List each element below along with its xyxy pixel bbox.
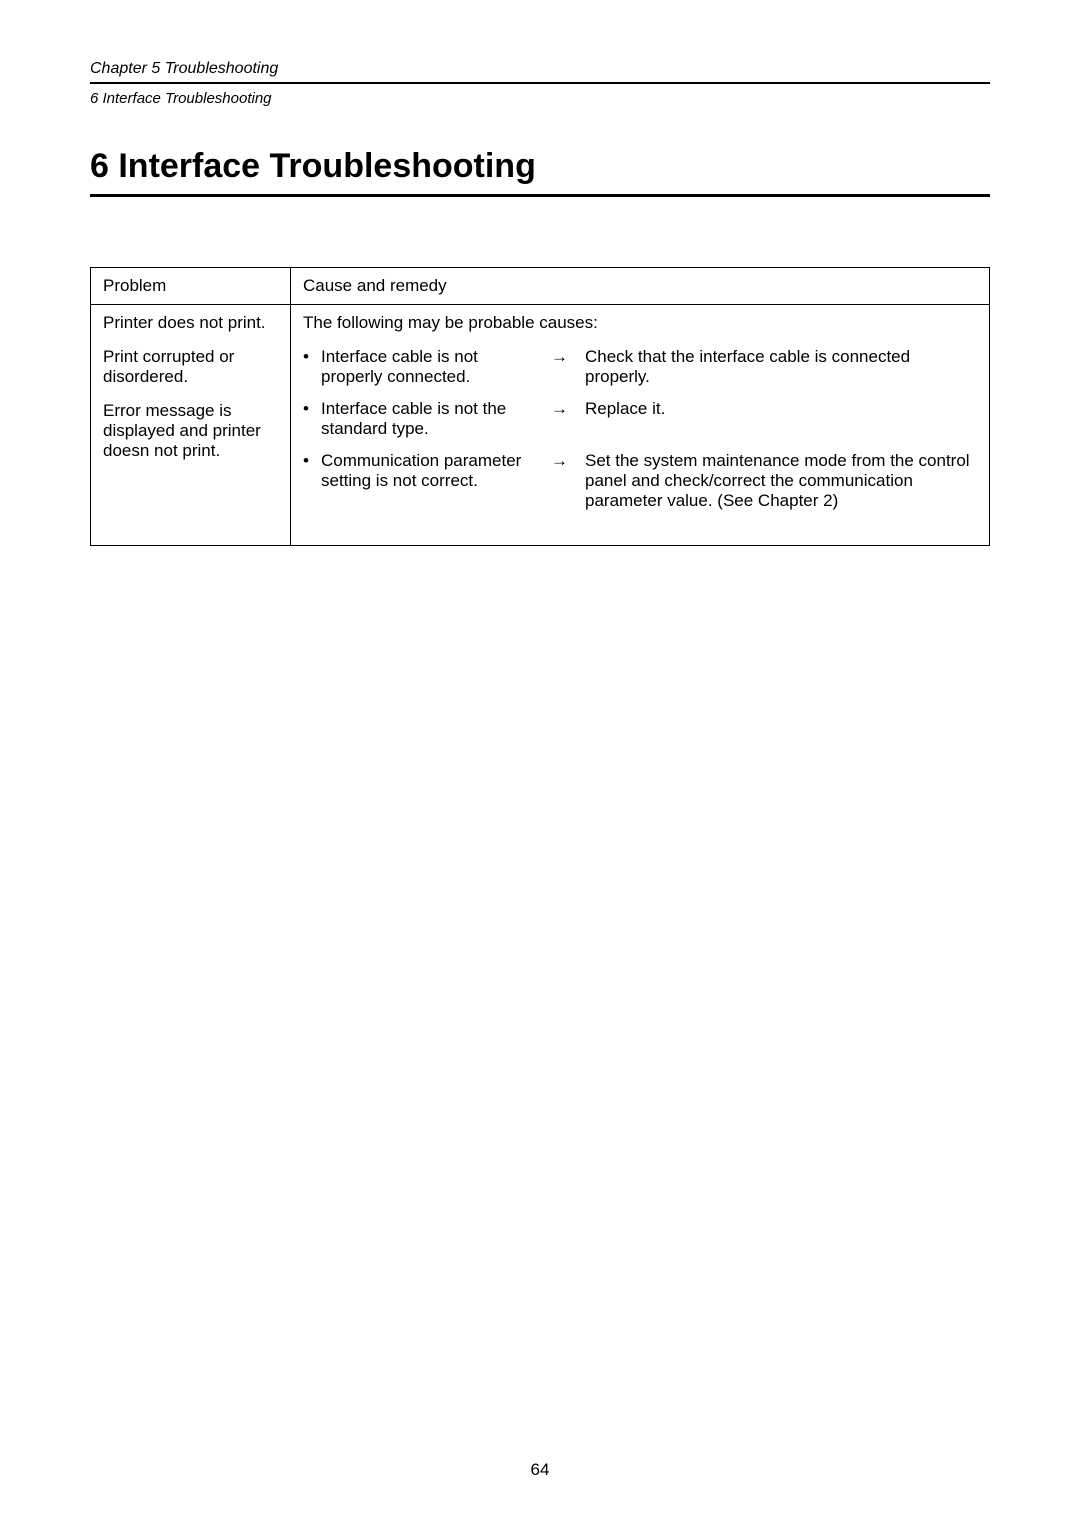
remedy-text: Replace it.: [585, 399, 977, 419]
cause-text: Communication parameter setting is not c…: [321, 451, 551, 491]
troubleshooting-table: Problem Cause and remedy Printer does no…: [90, 267, 990, 546]
remedy-text: Check that the interface cable is connec…: [585, 347, 977, 387]
arrow-icon: →: [551, 399, 585, 419]
cause-text: Interface cable is not the standard type…: [321, 399, 551, 439]
problem-text: Printer does not print.: [103, 313, 278, 333]
page-title: 6 Interface Troubleshooting: [90, 147, 990, 197]
bullet-icon: •: [303, 399, 321, 419]
col-header-cause: Cause and remedy: [291, 268, 990, 305]
problem-text: Error message is displayed and printer d…: [103, 401, 278, 461]
section-label: 6 Interface Troubleshooting: [90, 90, 990, 107]
bullet-icon: •: [303, 451, 321, 471]
table-header-row: Problem Cause and remedy: [91, 268, 990, 305]
arrow-icon: →: [551, 451, 585, 471]
page-number: 64: [0, 1460, 1080, 1480]
header-rule: [90, 82, 990, 84]
table-body-row: Printer does not print. Print corrupted …: [91, 305, 990, 546]
arrow-icon: →: [551, 347, 585, 367]
problem-text: Print corrupted or disordered.: [103, 347, 278, 387]
cause-text: Interface cable is not properly connecte…: [321, 347, 551, 387]
intro-text: The following may be probable causes:: [303, 313, 977, 333]
chapter-label: Chapter 5 Troubleshooting: [90, 60, 990, 78]
col-header-problem: Problem: [91, 268, 291, 305]
problem-cell: Printer does not print. Print corrupted …: [91, 305, 291, 546]
cause-remedy-cell: The following may be probable causes: • …: [291, 305, 990, 546]
cause-remedy-entry: • Communication parameter setting is not…: [303, 451, 977, 511]
remedy-text: Set the system maintenance mode from the…: [585, 451, 977, 511]
bullet-icon: •: [303, 347, 321, 367]
cause-remedy-entry: • Interface cable is not properly connec…: [303, 347, 977, 387]
cause-remedy-entry: • Interface cable is not the standard ty…: [303, 399, 977, 439]
